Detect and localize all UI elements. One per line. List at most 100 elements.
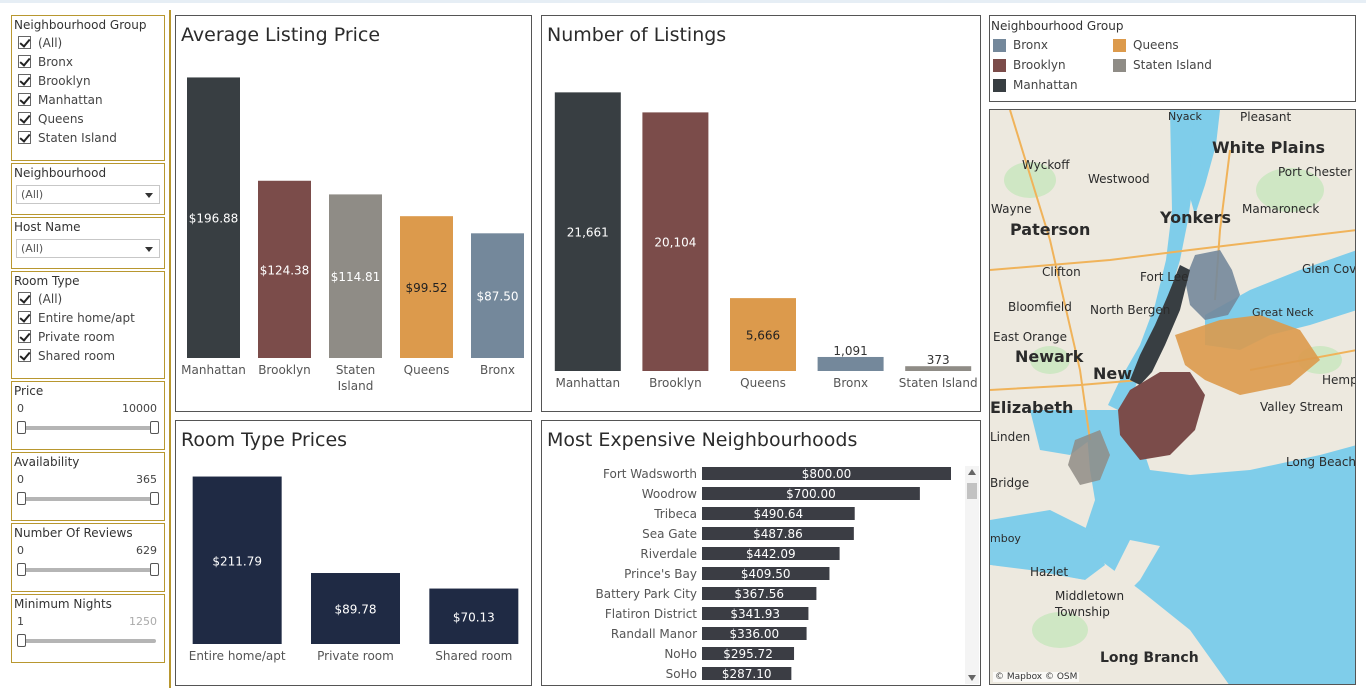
data-label-manhattan: 21,661 bbox=[567, 226, 609, 240]
checkbox-checked-icon[interactable] bbox=[18, 330, 31, 343]
bar-fort-wadsworth[interactable] bbox=[702, 467, 951, 480]
availability-slider-max-handle[interactable] bbox=[150, 492, 159, 505]
neighbourhood-group-option-queens[interactable]: Queens bbox=[12, 109, 164, 128]
checkbox-checked-icon[interactable] bbox=[18, 55, 31, 68]
bar-shared-room[interactable] bbox=[429, 588, 519, 644]
minimum-nights-slider-track[interactable] bbox=[20, 639, 156, 643]
legend-item-manhattan[interactable]: Manhattan bbox=[993, 78, 1078, 92]
checkbox-checked-icon[interactable] bbox=[18, 131, 31, 144]
tick-label-manhattan: Manhattan bbox=[555, 376, 620, 390]
map-park bbox=[1030, 346, 1070, 374]
room-type-option-label: Shared room bbox=[38, 348, 116, 363]
bar-manhattan[interactable] bbox=[187, 77, 240, 359]
map-label-wyckoff: Wyckoff bbox=[1022, 158, 1070, 172]
bar-tribeca[interactable] bbox=[702, 507, 855, 520]
average-listing-price-panel: Average Listing Price $196.88 Manhattan $1… bbox=[175, 15, 532, 412]
legend-item-staten-island[interactable]: Staten Island bbox=[1113, 58, 1212, 72]
checkbox-checked-icon[interactable] bbox=[18, 349, 31, 362]
reviews-slider-min-handle[interactable] bbox=[17, 563, 26, 576]
bar-riverdale[interactable] bbox=[702, 547, 840, 560]
room-type-prices-chart: $211.79 Entire home/apt $89.78 Private room… bbox=[189, 476, 519, 663]
average-listing-price-chart: $196.88 Manhattan $124.38 Brooklyn $114.81 St… bbox=[181, 77, 524, 393]
room-type-option-private-room[interactable]: Private room bbox=[12, 327, 164, 346]
bar-queens[interactable] bbox=[400, 216, 453, 358]
room-type-option-shared-room[interactable]: Shared room bbox=[12, 346, 164, 365]
tick-label-entire-home-apt: Entire home/apt bbox=[189, 649, 286, 663]
bar-manhattan[interactable] bbox=[554, 92, 621, 371]
minimum-nights-slider-min-handle[interactable] bbox=[17, 634, 26, 647]
scrollbar-thumb[interactable] bbox=[967, 483, 977, 499]
map-label-fort-lee: Fort Lee bbox=[1140, 270, 1189, 284]
map-panel[interactable]: Wyckoff Westwood White Plains Port Chester W… bbox=[989, 109, 1356, 685]
bar-bronx[interactable] bbox=[817, 356, 884, 371]
bar-staten-island[interactable] bbox=[905, 366, 972, 371]
neighbourhood-group-option-staten-island[interactable]: Staten Island bbox=[12, 128, 164, 147]
map-river-upper bbox=[1188, 110, 1220, 215]
scroll-down-icon[interactable] bbox=[968, 675, 976, 681]
map-attribution[interactable]: © Mapbox © OSM bbox=[993, 672, 1080, 682]
bar-sea-gate[interactable] bbox=[702, 527, 854, 540]
bar-entire-home-apt[interactable] bbox=[192, 476, 282, 644]
bar-battery-park-city[interactable] bbox=[702, 587, 817, 600]
data-label-soho: $287.10 bbox=[722, 667, 772, 681]
legend-item-brooklyn[interactable]: Brooklyn bbox=[993, 58, 1066, 72]
legend-label: Manhattan bbox=[1013, 78, 1078, 92]
neighbourhoods-scrollbar[interactable] bbox=[965, 466, 979, 684]
bar-soho[interactable] bbox=[702, 667, 792, 680]
tick-label-brooklyn: Brooklyn bbox=[649, 376, 702, 390]
room-type-option-all[interactable]: (All) bbox=[12, 289, 164, 308]
checkbox-checked-icon[interactable] bbox=[18, 74, 31, 87]
neighbourhood-group-option-bronx[interactable]: Bronx bbox=[12, 52, 164, 71]
neighbourhood-group-option-all[interactable]: (All) bbox=[12, 33, 164, 52]
neighbourhood-group-option-brooklyn[interactable]: Brooklyn bbox=[12, 71, 164, 90]
reviews-slider-track[interactable] bbox=[20, 568, 156, 572]
tick-label-staten-island: Staten Island bbox=[899, 376, 978, 390]
room-type-option-label: Entire home/apt bbox=[38, 310, 135, 325]
checkbox-checked-icon[interactable] bbox=[18, 112, 31, 125]
bar-brooklyn[interactable] bbox=[258, 180, 311, 358]
bar-woodrow[interactable] bbox=[702, 487, 920, 500]
price-slider-track[interactable] bbox=[20, 426, 156, 430]
checkbox-checked-icon[interactable] bbox=[18, 36, 31, 49]
neighbourhood-dropdown[interactable]: (All) bbox=[16, 185, 160, 204]
tick-label-sea-gate: Sea Gate bbox=[642, 527, 697, 541]
neighbourhood-group-filter: Neighbourhood Group (All) Bronx Brooklyn Ma… bbox=[11, 15, 165, 161]
bar-flatiron-district[interactable] bbox=[702, 607, 809, 620]
availability-slider-min-handle[interactable] bbox=[17, 492, 26, 505]
bar-queens[interactable] bbox=[730, 298, 796, 371]
bar-prince-s-bay[interactable] bbox=[702, 567, 830, 580]
checkbox-checked-icon[interactable] bbox=[18, 292, 31, 305]
room-type-option-entire-home-apt[interactable]: Entire home/apt bbox=[12, 308, 164, 327]
checkbox-checked-icon[interactable] bbox=[18, 311, 31, 324]
legend-item-bronx[interactable]: Bronx bbox=[993, 38, 1048, 52]
room-type-filter-title: Room Type bbox=[14, 274, 80, 288]
room-type-option-label: Private room bbox=[38, 329, 115, 344]
bar-noho[interactable] bbox=[702, 647, 795, 660]
bar-brooklyn[interactable] bbox=[642, 112, 709, 371]
legend-swatch bbox=[993, 78, 1006, 92]
bar-bronx[interactable] bbox=[471, 233, 524, 358]
price-slider-max-handle[interactable] bbox=[150, 421, 159, 434]
availability-max: 365 bbox=[136, 473, 157, 486]
scroll-up-icon[interactable] bbox=[968, 469, 976, 475]
map-canvas[interactable] bbox=[990, 110, 1356, 685]
legend-item-queens[interactable]: Queens bbox=[1113, 38, 1179, 52]
reviews-slider-max-handle[interactable] bbox=[150, 563, 159, 576]
tick-label-riverdale: Riverdale bbox=[640, 547, 697, 561]
chevron-down-icon[interactable] bbox=[145, 247, 153, 252]
map-road bbox=[990, 379, 1141, 391]
neighbourhood-group-option-label: Manhattan bbox=[38, 92, 103, 107]
price-slider-min-handle[interactable] bbox=[17, 421, 26, 434]
reviews-range: 0 629 bbox=[12, 541, 164, 576]
filter-panel: Neighbourhood Group (All) Bronx Brooklyn Ma… bbox=[0, 8, 170, 688]
checkbox-checked-icon[interactable] bbox=[18, 93, 31, 106]
bar-staten-island[interactable] bbox=[329, 194, 382, 358]
neighbourhood-group-option-manhattan[interactable]: Manhattan bbox=[12, 90, 164, 109]
availability-range: 0 365 bbox=[12, 470, 164, 505]
bar-randall-manor[interactable] bbox=[702, 627, 807, 640]
host-name-dropdown[interactable]: (All) bbox=[16, 239, 160, 258]
chevron-down-icon[interactable] bbox=[145, 193, 153, 198]
bar-private-room[interactable] bbox=[311, 573, 400, 644]
number-of-listings-panel: Number of Listings 21,661 Manhattan 20,104… bbox=[541, 15, 981, 412]
availability-slider-track[interactable] bbox=[20, 497, 156, 501]
